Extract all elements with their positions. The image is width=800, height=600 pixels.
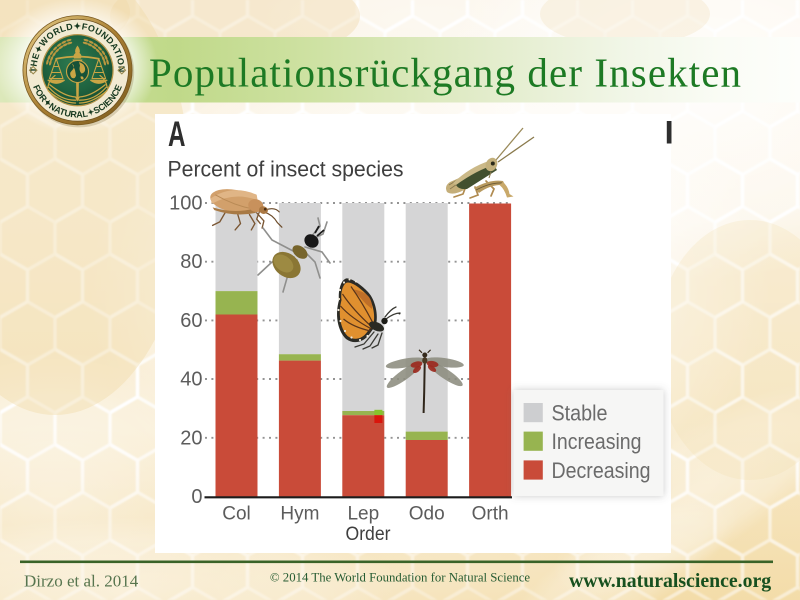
svg-text:80: 80: [180, 251, 202, 273]
svg-text:Populationsrückgang der Insekt: Populationsrückgang der Insekten: [149, 50, 742, 96]
svg-text:© 2014 The World Foundation f: © 2014 The World Foundation for Natural …: [270, 571, 531, 585]
svg-text:Increasing: Increasing: [552, 429, 642, 454]
svg-text:Lep: Lep: [347, 504, 379, 525]
svg-text:Odo: Odo: [409, 504, 445, 525]
svg-text:40: 40: [180, 369, 202, 391]
svg-text:I: I: [665, 115, 674, 151]
svg-text:Order: Order: [346, 523, 391, 545]
svg-text:60: 60: [180, 310, 202, 332]
svg-text:Hym: Hym: [280, 504, 319, 525]
svg-text:20: 20: [180, 427, 202, 449]
svg-text:Stable: Stable: [552, 401, 608, 426]
svg-text:A: A: [168, 114, 186, 154]
svg-text:Percent of insect species: Percent of insect species: [168, 157, 404, 182]
svg-text:Dirzo et al. 2014: Dirzo et al. 2014: [24, 572, 139, 591]
svg-text:Orth: Orth: [472, 504, 509, 525]
svg-text:Decreasing: Decreasing: [552, 458, 651, 483]
svg-text:Col: Col: [222, 504, 251, 525]
svg-text:www.naturalscience.org: www.naturalscience.org: [569, 570, 771, 592]
svg-text:0: 0: [191, 486, 202, 508]
svg-text:100: 100: [169, 193, 202, 215]
